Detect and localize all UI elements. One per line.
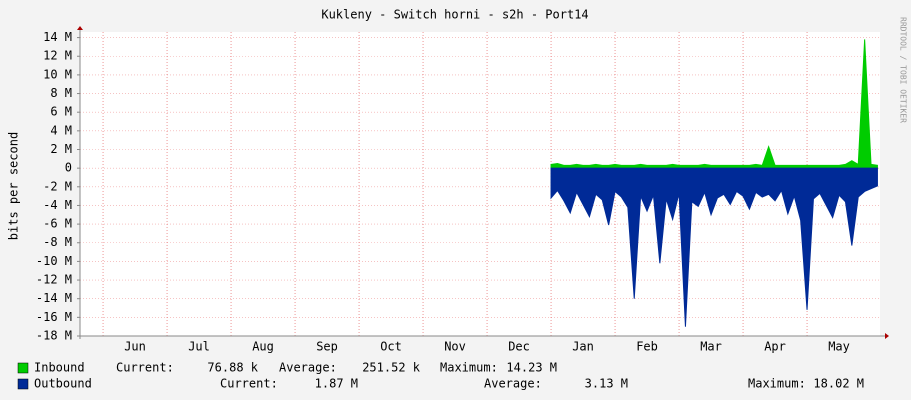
stat-label: Maximum: [748, 377, 806, 391]
legend-label: Inbound [34, 361, 85, 375]
y-tick-label: 0 [65, 161, 72, 175]
y-tick-label: -18 M [36, 329, 72, 343]
x-tick-label: Feb [636, 340, 658, 354]
x-tick-label: Jul [188, 340, 210, 354]
y-tick-label: 6 M [50, 105, 72, 119]
stat-label: Maximum: [440, 361, 498, 375]
y-tick-label: -14 M [36, 291, 72, 305]
x-tick-label: Aug [252, 340, 274, 354]
stat-label: Average: [484, 377, 542, 391]
x-tick-label: Jun [124, 340, 146, 354]
y-tick-label: 14 M [43, 30, 72, 44]
y-tick-label: -10 M [36, 254, 72, 268]
legend-swatch [17, 378, 29, 390]
y-tick-label: 4 M [50, 123, 72, 137]
y-tick-label: -2 M [43, 179, 72, 193]
axes: 14 M 12 M 10 M 8 M 6 M 4 M 2 M 0 -2 M -4 M -6 M -8 … [36, 26, 889, 354]
stat-value: 251.52 k [362, 361, 421, 375]
x-tick-label: Apr [764, 340, 786, 354]
marks [550, 39, 878, 327]
x-tick-label: Jan [572, 340, 594, 354]
y-tick-label: 8 M [50, 86, 72, 100]
legend: Inbound Current: 76.88 k Average: 251.52 k Ma… [17, 361, 864, 391]
stat-value: 3.13 M [585, 377, 628, 391]
stat-value: 76.88 k [207, 361, 258, 375]
y-tick-label: -8 M [43, 235, 72, 249]
stat-label: Current: [116, 361, 174, 375]
y-tick-label: 10 M [43, 67, 72, 81]
y-axis-label: bits per second [7, 132, 21, 240]
stat-value: 14.23 M [506, 361, 557, 375]
stat-label: Current: [220, 377, 278, 391]
stat-value: 1.87 M [315, 377, 358, 391]
y-tick-label: 12 M [43, 49, 72, 63]
x-tick-label: Dec [508, 340, 530, 354]
stat-value: 18.02 M [813, 377, 864, 391]
x-tick-label: May [828, 340, 850, 354]
arrow [885, 333, 889, 339]
y-tick-label: 2 M [50, 142, 72, 156]
y-tick-label: -6 M [43, 217, 72, 231]
x-tick-label: Oct [380, 340, 402, 354]
x-tick-label: Nov [444, 340, 466, 354]
area [550, 167, 878, 327]
x-tick-label: Sep [316, 340, 338, 354]
side-label: RRDTOOL / TOBI OETIKER [899, 17, 908, 123]
legend-swatch [17, 362, 29, 374]
y-tick-label: -4 M [43, 198, 72, 212]
area [550, 39, 878, 169]
legend-label: Outbound [34, 377, 92, 391]
arrow [77, 26, 83, 30]
y-tick-label: -16 M [36, 310, 72, 324]
chart-title: Kukleny - Switch horni - s2h - Port14 [321, 8, 588, 22]
x-tick-label: Mar [700, 340, 722, 354]
y-tick-label: -12 M [36, 273, 72, 287]
stat-label: Average: [279, 361, 337, 375]
